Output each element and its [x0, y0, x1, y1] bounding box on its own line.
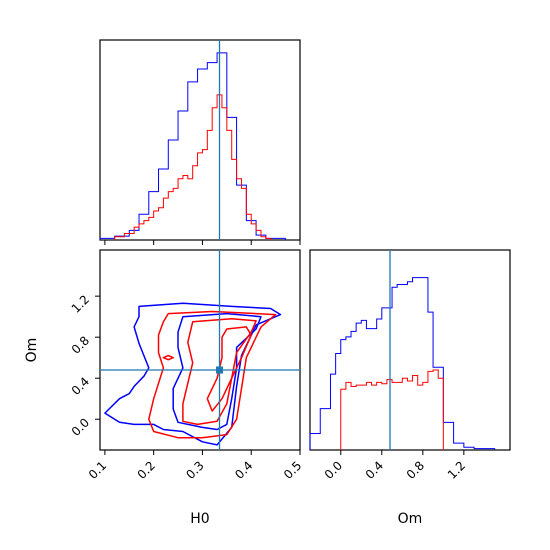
- chart-marks: 0.1 0.2 0.3 0.4 0.5 0.0 0.4 0.8 1.2 0.0 0.4 0.8 1.2: [69, 40, 496, 482]
- om-y-axis-label: Om: [24, 338, 40, 363]
- joint-x-tick-label-0.2: 0.2: [135, 458, 158, 481]
- om-hist-x-tick-label-0: 0.0: [322, 458, 345, 481]
- joint-y-tick-label-1.2: 1.2: [69, 292, 92, 315]
- contour-5-red: [162, 354, 174, 361]
- joint-x-tick-label-0.3: 0.3: [183, 458, 206, 481]
- om-hist-x-tick-label-0.8: 0.8: [404, 458, 427, 481]
- joint-panel-frame: [99, 249, 301, 451]
- contour-4-red: [206, 326, 252, 412]
- h0-hist-frame: [99, 39, 301, 241]
- h0-axis-label: H0: [190, 511, 209, 527]
- joint-x-tick-label-0.4: 0.4: [232, 458, 255, 481]
- h0-hist-series-0-blue: [99, 52, 286, 240]
- contour-1-blue: [172, 312, 262, 431]
- om-x-axis-label: Om: [398, 511, 423, 527]
- om-hist-frame: [309, 249, 511, 451]
- h0-hist-series-1-red: [114, 94, 272, 240]
- joint-x-tick-label-0.5: 0.5: [281, 458, 304, 481]
- om-hist-x-tick-label-1.2: 1.2: [445, 458, 468, 481]
- joint-x-tick-label-0.1: 0.1: [86, 458, 109, 481]
- contour-2-red: [148, 310, 277, 439]
- joint-y-tick-label-0.4: 0.4: [69, 374, 92, 397]
- om-hist-series-1-red: [340, 369, 444, 450]
- joint-y-tick-label-0: 0.0: [69, 415, 92, 438]
- truth-marker: [216, 366, 224, 374]
- om-hist-x-tick-label-0.4: 0.4: [363, 458, 386, 481]
- om-hist-series-0-blue: [309, 277, 496, 450]
- joint-y-tick-label-0.8: 0.8: [69, 333, 92, 356]
